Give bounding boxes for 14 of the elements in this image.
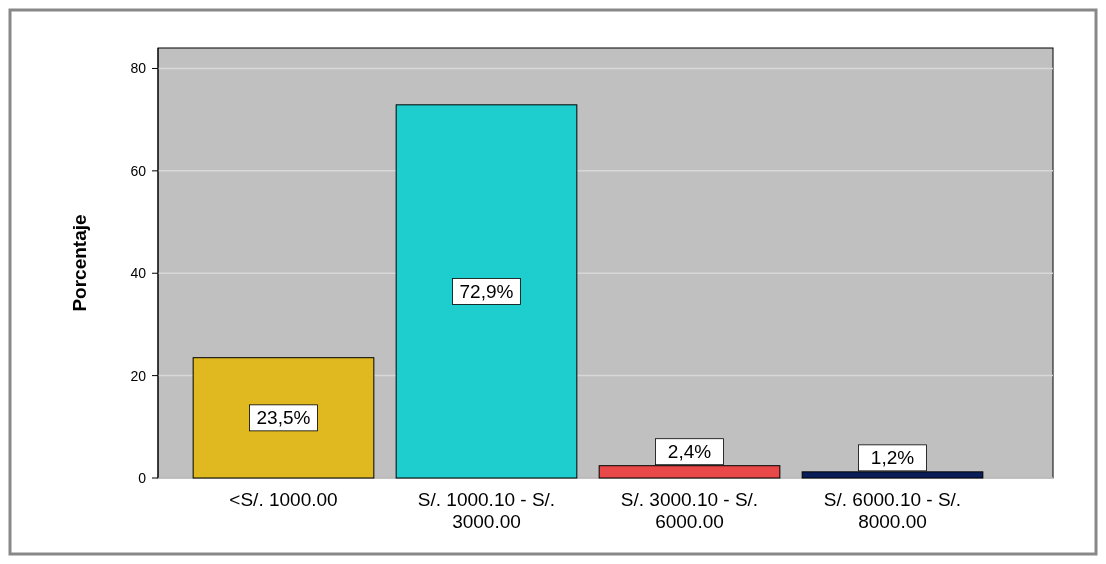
data-label: 1,2% (870, 447, 915, 469)
y-axis-title: Porcentaje (69, 214, 90, 312)
x-tick-label: S/. 6000.10 - S/. 8000.00 (823, 489, 962, 532)
y-tick-label: 80 (130, 60, 147, 77)
x-tick-label: S/. 1000.10 - S/. 3000.00 (417, 489, 556, 532)
data-label: 2,4% (667, 441, 712, 463)
data-label: 23,5% (256, 407, 311, 429)
x-tick-label: <S/. 1000.00 (229, 489, 338, 510)
y-tick-label: 40 (130, 265, 147, 282)
x-tick-label: S/. 3000.10 - S/. 6000.00 (620, 489, 759, 532)
y-tick-label: 20 (130, 367, 147, 384)
y-tick-label: 60 (130, 162, 147, 179)
y-tick-label: 0 (138, 470, 147, 486)
data-label: 72,9% (459, 280, 514, 302)
